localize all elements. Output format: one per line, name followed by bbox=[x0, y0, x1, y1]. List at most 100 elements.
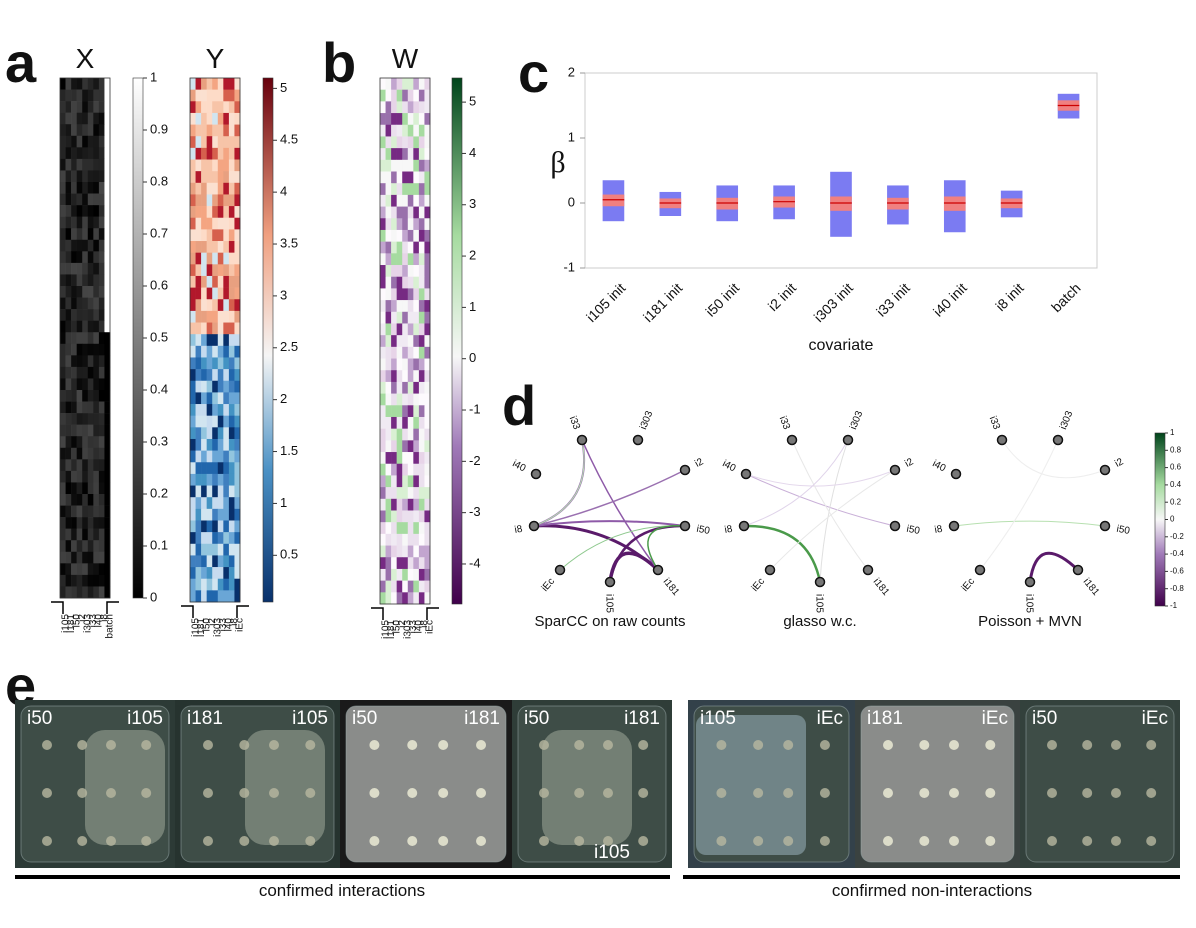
heatmap-cell bbox=[212, 322, 219, 335]
heatmap-cell bbox=[385, 440, 392, 453]
colony bbox=[369, 836, 380, 846]
heatmap-cell bbox=[87, 78, 94, 90]
heatmap-cell bbox=[104, 563, 111, 576]
heatmap-cell bbox=[71, 228, 77, 241]
heatmap-cell bbox=[190, 555, 196, 568]
heatmap-cell bbox=[234, 275, 241, 288]
heatmap-cell bbox=[418, 276, 425, 289]
heatmap-cell bbox=[385, 335, 392, 348]
heatmap-cell bbox=[418, 113, 425, 126]
ci-band bbox=[887, 197, 909, 210]
column-label: i40 bbox=[94, 614, 105, 628]
heatmap-cell bbox=[418, 592, 425, 605]
heatmap-cell bbox=[190, 567, 196, 580]
network-edge bbox=[581, 439, 659, 571]
heatmap-cell bbox=[201, 473, 207, 486]
heatmap-cell bbox=[60, 586, 66, 599]
heatmap-cell bbox=[60, 528, 66, 541]
column-label: i33 bbox=[408, 620, 419, 634]
heatmap-cell bbox=[391, 218, 397, 231]
heatmap-frame bbox=[59, 77, 111, 599]
colorbar-tick-label: 0 bbox=[1170, 515, 1175, 524]
heatmap-cell bbox=[228, 264, 235, 277]
colorbar-tick-label: 1 bbox=[150, 69, 157, 84]
heatmap-cell bbox=[234, 322, 241, 335]
heatmap-cell bbox=[385, 253, 392, 266]
heatmap-cell bbox=[93, 355, 100, 368]
heatmap-cell bbox=[396, 568, 403, 581]
heatmap-cell bbox=[71, 251, 77, 264]
heatmap-cell bbox=[190, 299, 196, 312]
column-label: i40 bbox=[414, 620, 425, 634]
heatmap-cell bbox=[424, 300, 431, 313]
heatmap-cell bbox=[407, 370, 414, 383]
heatmap-cell bbox=[228, 194, 235, 207]
heatmap-cell bbox=[201, 89, 207, 102]
heatmap-cell bbox=[76, 574, 83, 587]
heatmap-cell bbox=[402, 171, 409, 184]
heatmap-cell bbox=[391, 592, 397, 605]
heatmap-cell bbox=[98, 124, 105, 137]
plate-label: i50 bbox=[27, 708, 52, 729]
heatmap-cell bbox=[413, 171, 420, 184]
heatmap-cell bbox=[76, 170, 83, 183]
heatmap-cell bbox=[418, 487, 425, 500]
heatmap-cell bbox=[201, 147, 207, 160]
heatmap-cell bbox=[407, 545, 414, 558]
heatmap-cell bbox=[402, 194, 409, 207]
heatmap-cell bbox=[195, 112, 202, 125]
network-edge bbox=[1001, 439, 1106, 479]
heatmap-cell bbox=[396, 288, 403, 301]
heatmap-cell bbox=[424, 124, 431, 137]
heatmap-cell bbox=[60, 494, 66, 506]
heatmap-cell bbox=[407, 101, 414, 114]
heatmap-cell bbox=[76, 274, 83, 287]
heatmap-cell bbox=[60, 355, 66, 368]
heatmap-cell bbox=[206, 497, 213, 510]
panel-label: d bbox=[502, 374, 536, 437]
heatmap-cell bbox=[60, 401, 66, 414]
heatmap-cell bbox=[212, 310, 219, 323]
heatmap-cell bbox=[195, 404, 202, 416]
network-edge bbox=[647, 525, 686, 571]
network-node bbox=[1099, 464, 1111, 476]
heatmap-cell bbox=[217, 508, 224, 521]
x-tick-label: i33 init bbox=[873, 280, 913, 320]
heatmap-cell bbox=[190, 485, 196, 498]
heatmap-cell bbox=[206, 380, 213, 393]
heatmap-cell bbox=[380, 545, 386, 558]
heatmap-cell bbox=[234, 159, 241, 172]
heatmap-cell bbox=[407, 206, 414, 219]
heatmap-cell bbox=[87, 586, 94, 599]
column-label: i2 bbox=[397, 620, 408, 628]
colony bbox=[407, 740, 418, 750]
heatmap-cell bbox=[223, 404, 230, 416]
heatmap-cell bbox=[60, 89, 66, 102]
heatmap-cell bbox=[380, 78, 386, 90]
heatmap-cell bbox=[65, 101, 72, 113]
y-tick-label: -1 bbox=[563, 259, 575, 274]
heatmap-cell bbox=[87, 355, 94, 368]
heatmap-cell bbox=[76, 286, 83, 298]
heatmap-cell bbox=[402, 557, 409, 570]
colony bbox=[476, 740, 487, 750]
heatmap-cell bbox=[380, 183, 386, 196]
heatmap-cell bbox=[195, 264, 202, 277]
heatmap-cell bbox=[104, 89, 111, 102]
heatmap-cell bbox=[195, 101, 202, 114]
heatmap-cell bbox=[234, 473, 241, 486]
heatmap-cell bbox=[60, 343, 66, 356]
heatmap-cell bbox=[87, 551, 94, 564]
heatmap-cell bbox=[396, 440, 403, 453]
heatmap-cell bbox=[212, 217, 219, 230]
heatmap-cell bbox=[212, 578, 219, 591]
heatmap-cell bbox=[234, 89, 241, 102]
heatmap-cell bbox=[212, 462, 219, 475]
heatmap-cell bbox=[76, 343, 83, 356]
heatmap-cell bbox=[87, 309, 94, 321]
heatmap-cell bbox=[104, 482, 111, 495]
colorbar-tick-label: -2 bbox=[469, 453, 481, 468]
heatmap-cell bbox=[228, 497, 235, 510]
heatmap-cell bbox=[65, 401, 72, 414]
heatmap-cell bbox=[385, 428, 392, 441]
